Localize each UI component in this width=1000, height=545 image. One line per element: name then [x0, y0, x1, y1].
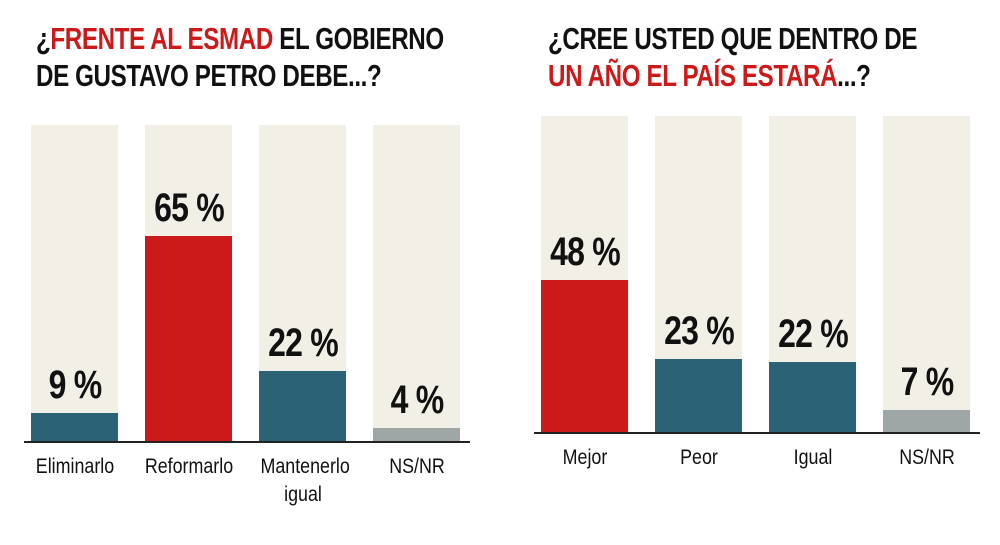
chart-pais: 48 % Mejor 23 % Peor 22 % Igual 7 % NS/NR [534, 116, 994, 536]
title-2-highlight: UN AÑO EL PAÍS ESTARÁ [548, 58, 838, 93]
title-1-line2: DE GUSTAVO PETRO DEBE...? [36, 58, 382, 93]
data-label: 4 % [390, 378, 444, 423]
bar [541, 280, 628, 432]
bar-track [883, 116, 970, 432]
category-label: Peor [679, 446, 718, 469]
bar [145, 235, 232, 441]
data-label: 22 % [267, 321, 339, 366]
title-2-line1: ¿CREE USTED QUE DENTRO DE [548, 21, 918, 56]
category-label: NS/NR [388, 455, 445, 478]
bar [259, 371, 346, 441]
bar-track [373, 125, 460, 441]
category-label: Igual [793, 446, 832, 469]
bar [769, 362, 856, 432]
title-1-part: ¿ [36, 21, 51, 56]
data-label: 23 % [663, 309, 735, 354]
x-axis-line [534, 432, 980, 434]
data-label: 22 % [777, 312, 849, 357]
category-label: Mantenerlo igual [260, 455, 350, 506]
category-label: NS/NR [898, 446, 955, 469]
title-1-highlight: FRENTE AL ESMAD [50, 21, 273, 56]
bar-track [31, 125, 118, 441]
category-label: Eliminarlo [35, 455, 114, 478]
data-label: 9 % [48, 362, 102, 407]
category-label: Reformarlo [144, 455, 233, 478]
title-1-part: EL GOBIERNO [272, 21, 444, 56]
title-2-part: ...? [837, 58, 871, 93]
bar [373, 428, 460, 441]
bar [655, 359, 742, 432]
bar [883, 409, 970, 432]
x-axis-line [24, 441, 470, 443]
data-label: 48 % [549, 230, 621, 275]
data-label: 7 % [900, 359, 954, 404]
data-label: 65 % [153, 185, 225, 230]
chart-1-title: ¿FRENTE AL ESMAD EL GOBIERNO DE GUSTAVO … [36, 20, 444, 94]
bar [31, 412, 118, 441]
category-label: Mejor [562, 446, 607, 469]
chart-esmad: 9 % Eliminarlo 65 % Reformarlo 22 % Mantenerl… [24, 125, 484, 545]
chart-2-title: ¿CREE USTED QUE DENTRO DE UN AÑO EL PAÍS… [548, 20, 918, 94]
